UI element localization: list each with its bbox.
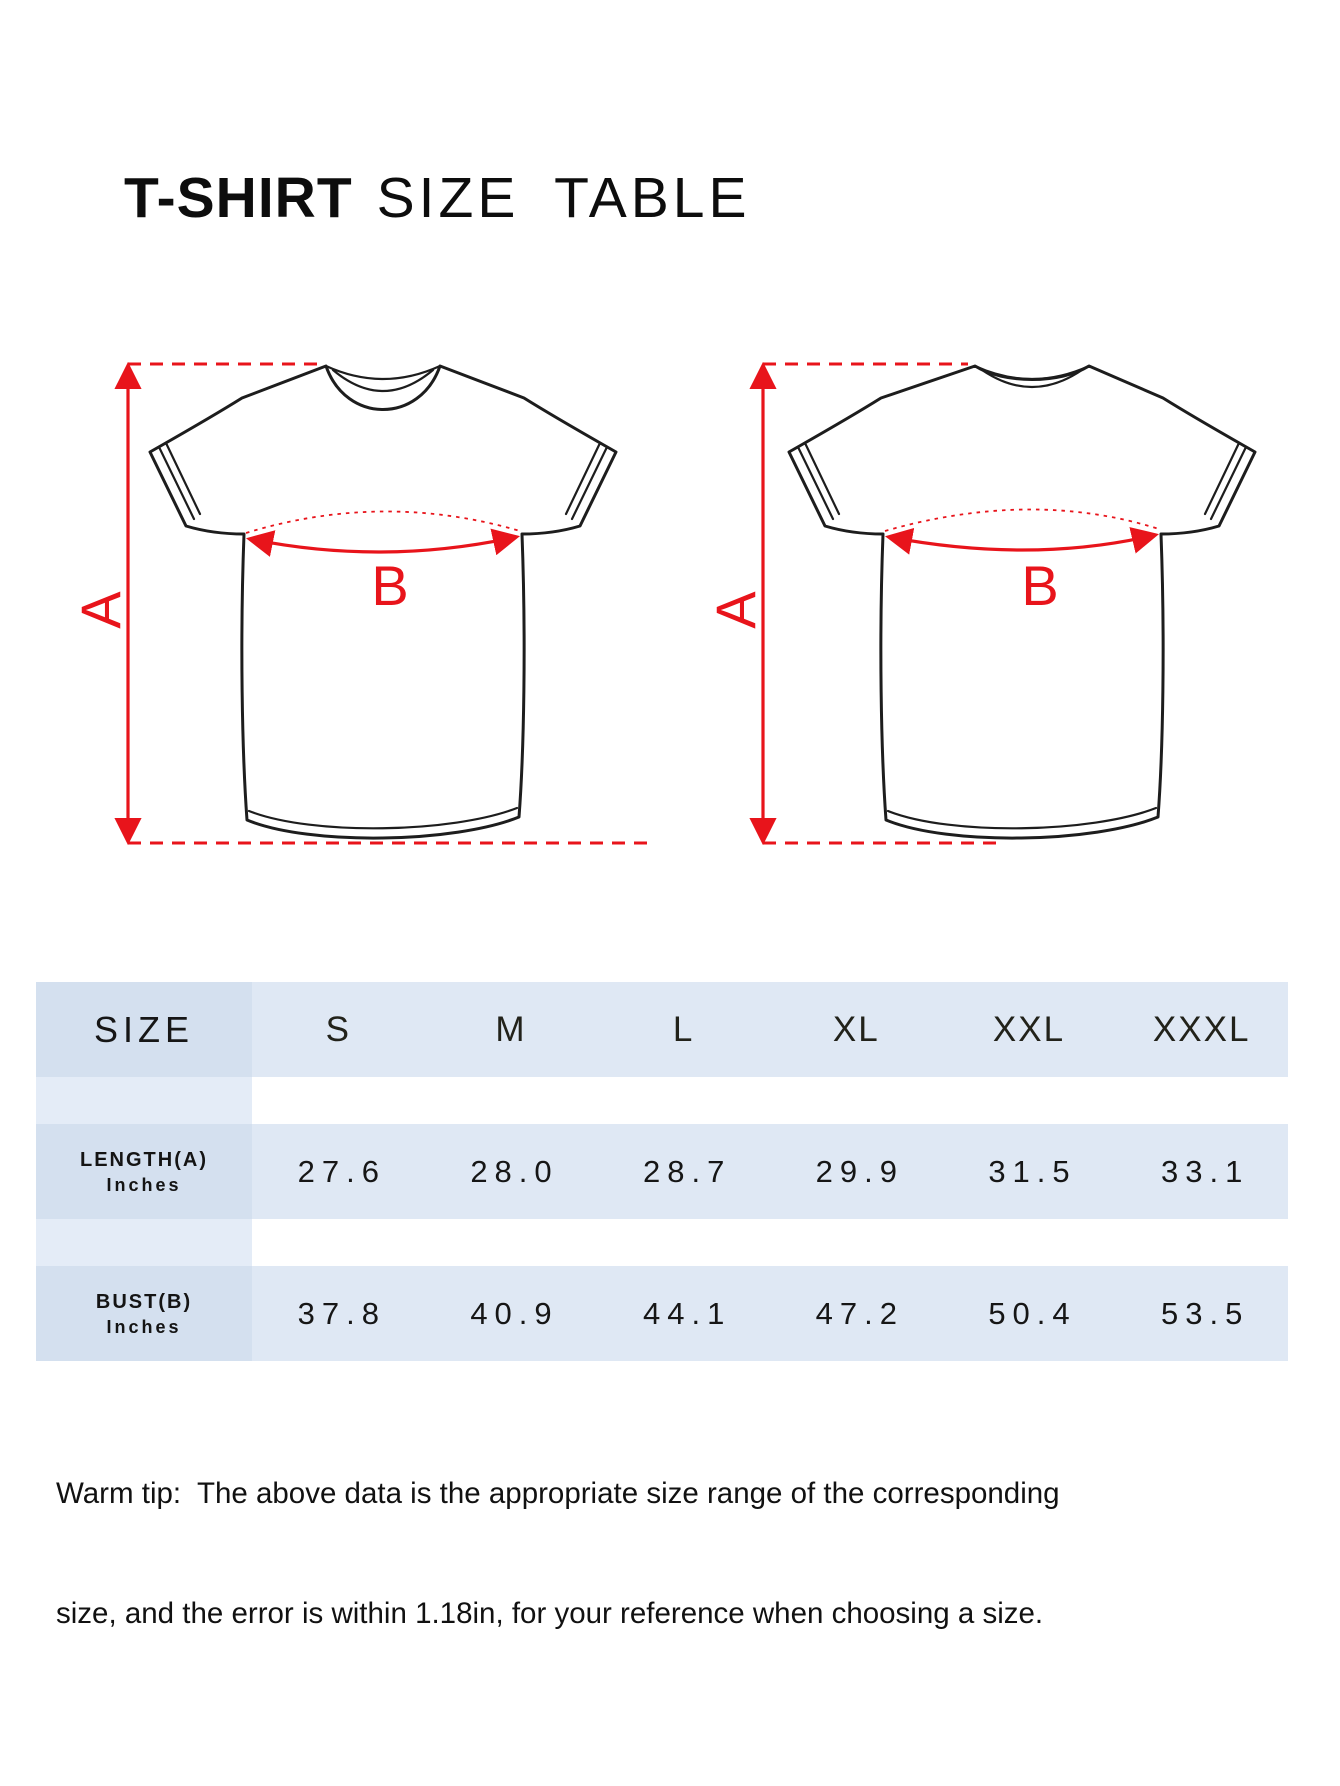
back-shirt-outline <box>787 364 1257 840</box>
spacer-cell <box>424 1219 598 1266</box>
front-bust-arrow: B <box>245 510 521 617</box>
warm-tip-line2: size, and the error is within 1.18in, fo… <box>56 1597 1044 1630</box>
tshirt-measurement-diagram: A B <box>69 361 1257 846</box>
size-header-xl: XL <box>770 982 943 1077</box>
row-header-bust: BUST(B) Inches <box>36 1266 252 1361</box>
spacer-cell <box>770 1077 943 1124</box>
bust-value-s: 37.8 <box>252 1266 425 1361</box>
row-header-length: LENGTH(A) Inches <box>36 1124 252 1219</box>
size-header-m: M <box>424 982 598 1077</box>
front-label-b: B <box>371 554 408 617</box>
front-label-a: A <box>69 591 132 629</box>
bust-value-xxxl: 53.5 <box>1115 1266 1288 1361</box>
corner-label: SIZE <box>93 1008 194 1050</box>
length-value-s: 27.6 <box>252 1124 425 1219</box>
warm-tip-note: Warm tip: The above data is the appropri… <box>56 1394 1166 1714</box>
size-header-l: L <box>597 982 770 1077</box>
tshirt-back-diagram: A B <box>704 361 1257 846</box>
spacer-cell <box>36 1077 252 1124</box>
spacer-cell <box>424 1077 598 1124</box>
front-left-cuff-icon <box>157 445 196 521</box>
page-title: T-SHIRT SIZE TABLE <box>124 168 751 228</box>
back-collar-icon <box>973 364 1091 381</box>
title-product: T-SHIRT <box>124 166 353 230</box>
table-corner-header: SIZE <box>36 982 252 1077</box>
back-length-arrow: A <box>704 361 1000 846</box>
length-value-l: 28.7 <box>597 1124 770 1219</box>
length-value-xxxl: 33.1 <box>1115 1124 1288 1219</box>
front-length-arrow: A <box>69 361 655 846</box>
warm-tip-line1: Warm tip: The above data is the appropri… <box>56 1477 1060 1510</box>
spacer-cell <box>942 1077 1116 1124</box>
front-shirt-outline <box>148 364 618 840</box>
spacer-cell <box>252 1219 425 1266</box>
title-suffix: SIZE TABLE <box>376 166 751 230</box>
bust-value-l: 44.1 <box>597 1266 770 1361</box>
length-value-xxl: 31.5 <box>942 1124 1116 1219</box>
front-right-cuff-icon <box>570 445 609 521</box>
spacer-cell <box>1115 1219 1288 1266</box>
tshirt-front-diagram: A B <box>69 361 655 846</box>
bust-value-xl: 47.2 <box>770 1266 943 1361</box>
length-value-xl: 29.9 <box>770 1124 943 1219</box>
spacer-cell <box>1115 1077 1288 1124</box>
back-right-cuff-icon <box>1209 445 1248 521</box>
front-hem-icon <box>247 806 519 830</box>
back-hem-icon <box>886 806 1158 830</box>
size-header-xxxl: XXXL <box>1115 982 1288 1077</box>
spacer-cell <box>942 1219 1116 1266</box>
spacer-cell <box>597 1077 770 1124</box>
spacer-cell <box>597 1219 770 1266</box>
size-table: SIZE S M L XL XXL XXXL LENGTH(A) Inches … <box>36 982 1288 1361</box>
back-bust-arrow: B <box>884 508 1160 617</box>
spacer-cell <box>36 1219 252 1266</box>
size-header-xxl: XXL <box>942 982 1116 1077</box>
bust-value-xxl: 50.4 <box>942 1266 1116 1361</box>
back-left-cuff-icon <box>796 445 835 521</box>
length-value-m: 28.0 <box>424 1124 598 1219</box>
front-collar-icon <box>324 364 442 381</box>
size-header-s: S <box>252 982 425 1077</box>
back-label-a: A <box>704 591 767 629</box>
spacer-cell <box>252 1077 425 1124</box>
bust-value-m: 40.9 <box>424 1266 598 1361</box>
back-label-b: B <box>1021 554 1058 617</box>
spacer-cell <box>770 1219 943 1266</box>
